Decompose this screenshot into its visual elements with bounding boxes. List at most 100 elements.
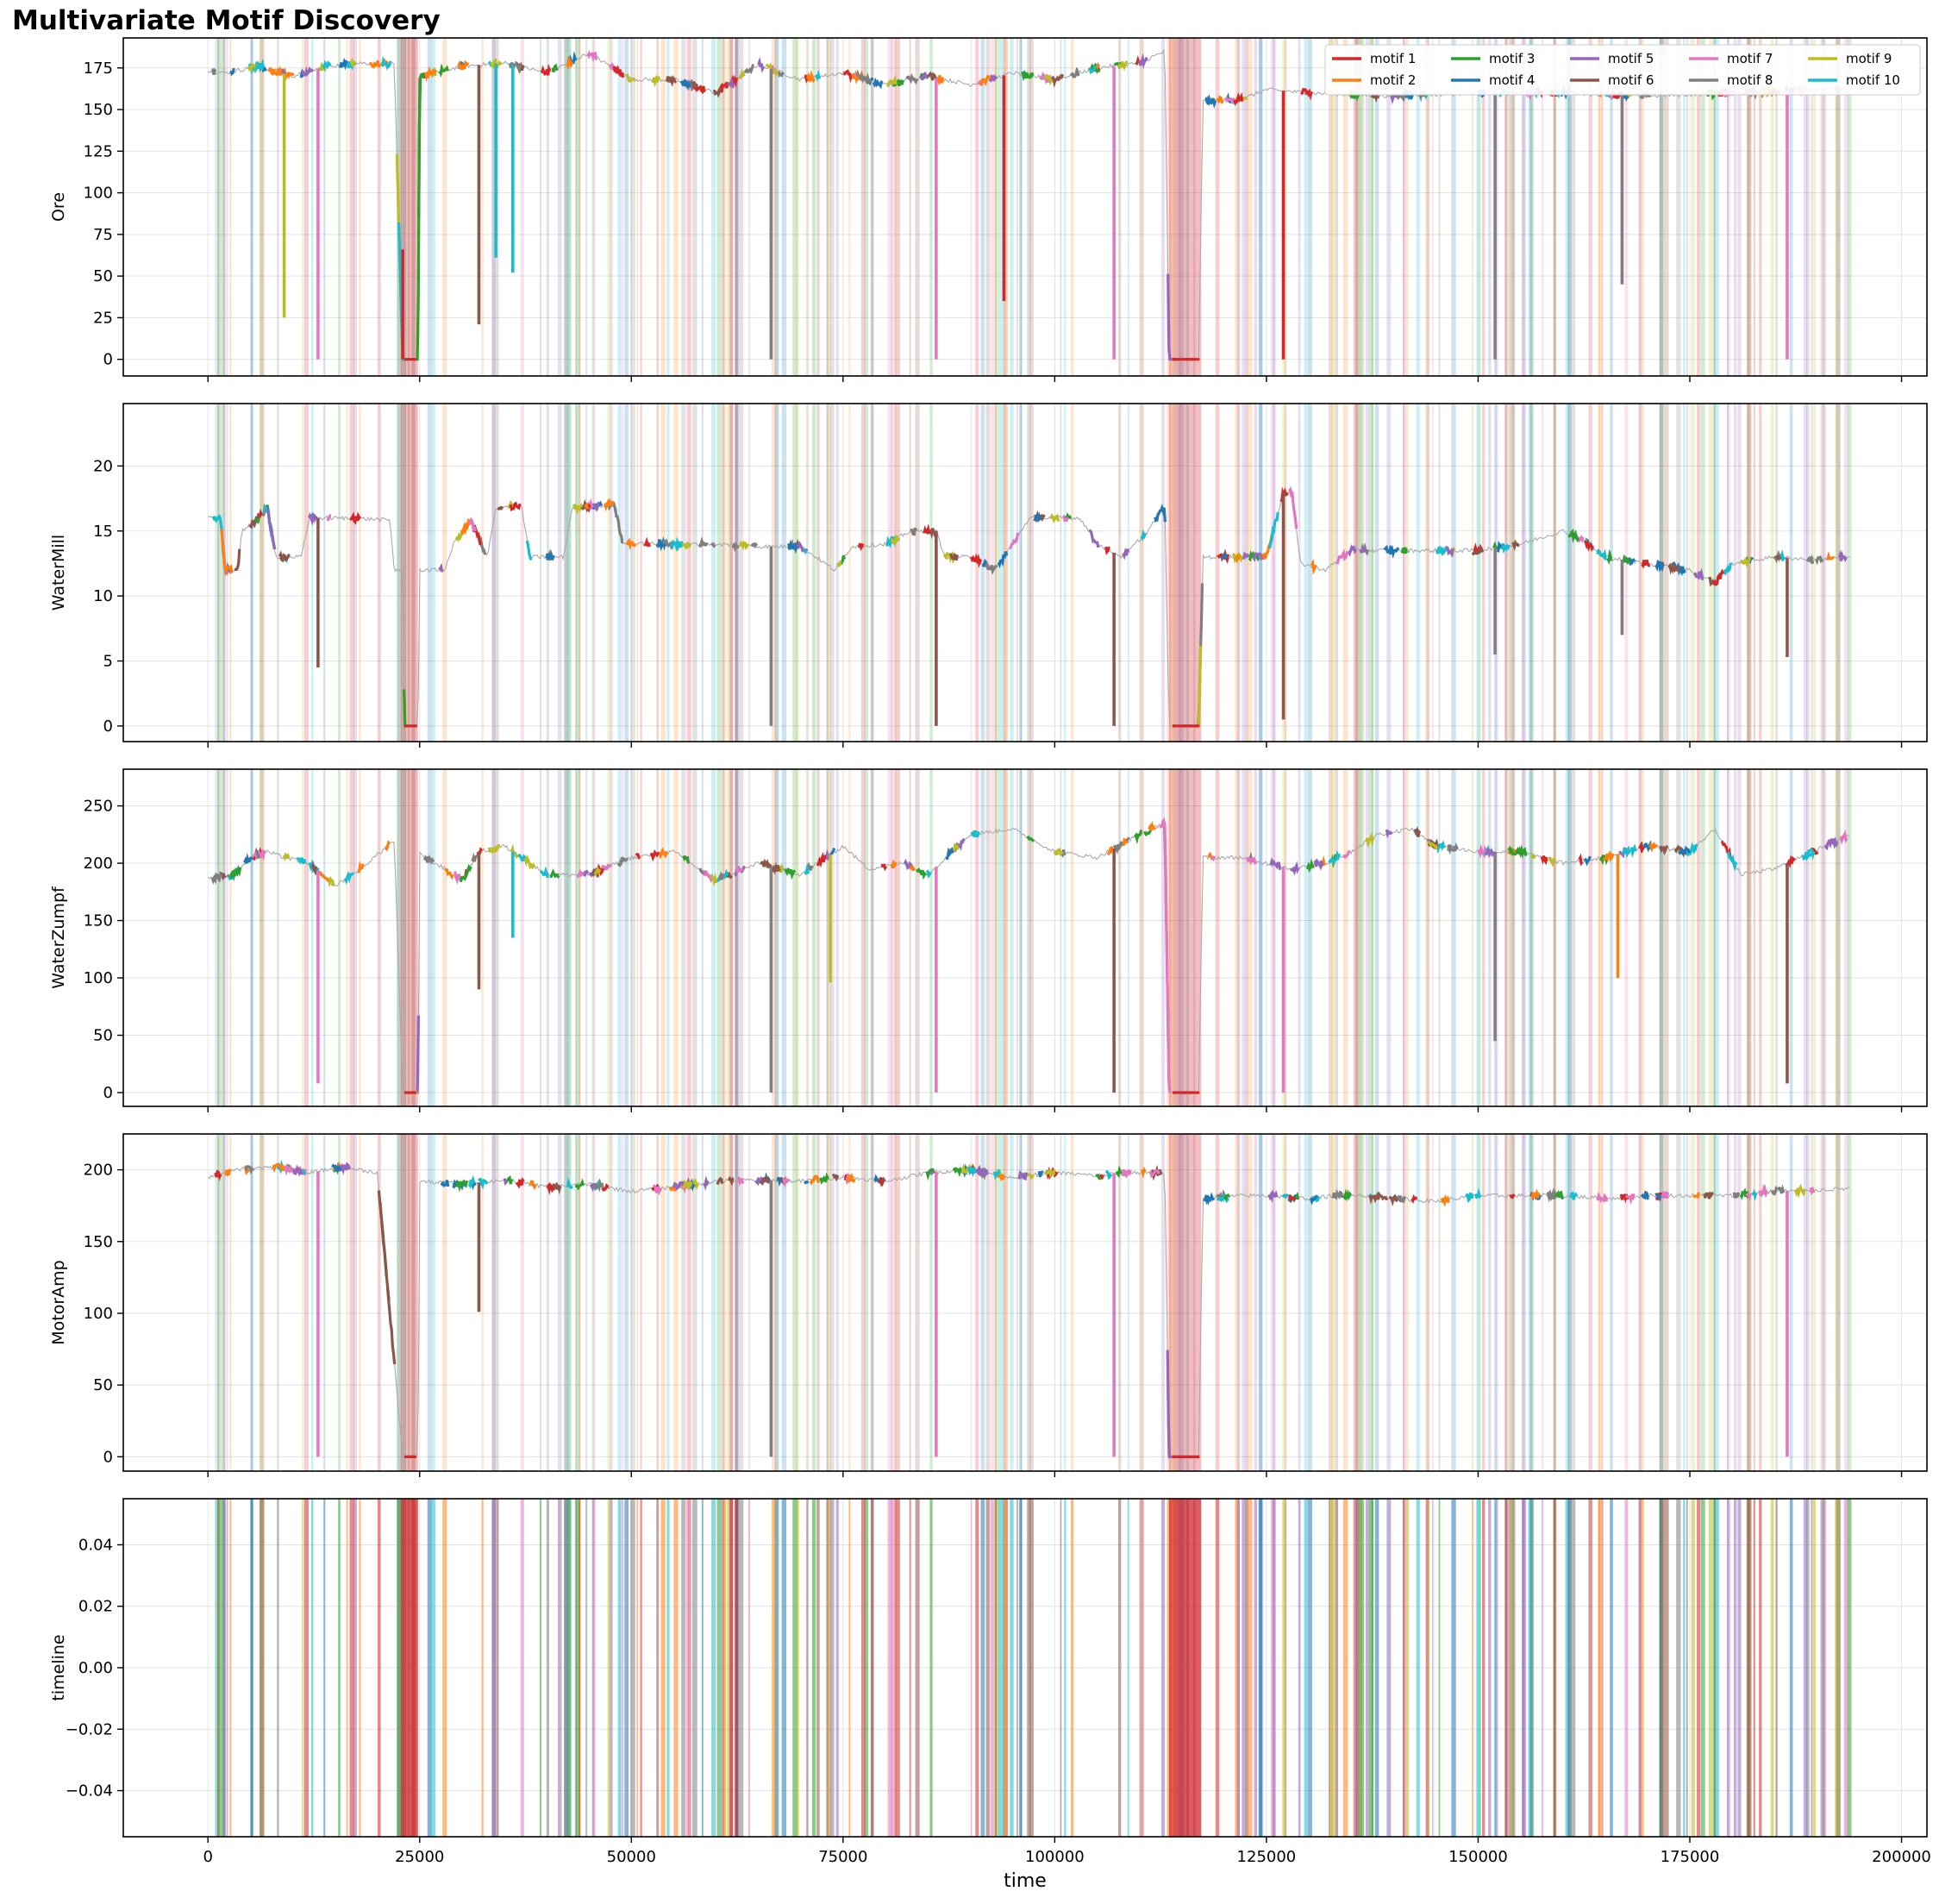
motif-span <box>1355 38 1360 376</box>
motif-span <box>575 1134 579 1471</box>
highlight-region <box>401 1499 418 1837</box>
y-tick-label: 0 <box>103 1084 113 1102</box>
motif-span <box>1624 38 1629 376</box>
motif-span <box>832 1499 835 1837</box>
motif-span <box>1504 38 1509 376</box>
motif-span <box>1160 769 1166 1106</box>
motif-segment <box>584 502 589 510</box>
motif-span <box>985 38 990 376</box>
motif-span <box>1488 404 1492 742</box>
motif-span <box>781 1499 787 1837</box>
motif-span <box>338 1134 341 1471</box>
y-tick-label: 0 <box>103 351 113 369</box>
motif-span <box>630 38 635 376</box>
motif-segment <box>670 536 681 553</box>
motif-span <box>1598 1134 1603 1471</box>
motif-span <box>1173 769 1177 1106</box>
motif-span <box>539 38 541 376</box>
motif-segment <box>1104 1169 1113 1181</box>
motif-span <box>215 1499 217 1837</box>
motif-span <box>1027 38 1031 376</box>
motif-span <box>1488 38 1492 376</box>
motif-span <box>1432 769 1434 1106</box>
motif-span <box>729 1134 734 1471</box>
motif-span <box>1843 1134 1848 1471</box>
motif-span <box>1664 1134 1669 1471</box>
motif-span <box>1167 769 1172 1106</box>
motif-segment <box>1712 568 1725 586</box>
motif-segment <box>1758 1183 1767 1197</box>
motif-span <box>1746 38 1750 376</box>
motif-span <box>1726 404 1729 742</box>
motif-segment <box>1148 820 1157 831</box>
motif-span <box>219 769 224 1106</box>
motif-segment <box>970 830 980 838</box>
motif-span <box>346 1134 348 1471</box>
motif-span <box>1664 404 1669 742</box>
motif-segment <box>1751 1188 1758 1201</box>
motif-span <box>994 1134 997 1471</box>
motif-span <box>1139 769 1144 1106</box>
motif-span <box>1003 404 1007 742</box>
motif-segment <box>992 1168 1001 1181</box>
motif-span <box>1811 404 1812 742</box>
motif-segment <box>467 1174 476 1189</box>
motif-segment <box>651 74 661 88</box>
motif-segment <box>539 866 549 879</box>
motif-span <box>1638 1134 1642 1471</box>
motif-span <box>323 769 326 1106</box>
motif-span <box>816 404 820 742</box>
motif-span <box>909 38 911 376</box>
motif-span <box>1368 769 1373 1106</box>
motif-span <box>1812 1499 1817 1837</box>
motif-span <box>1836 1134 1842 1471</box>
motif-segment <box>586 51 598 63</box>
motif-span <box>1624 769 1629 1106</box>
motif-segment <box>1203 1192 1216 1206</box>
motif-span <box>1359 404 1362 742</box>
motif-segment <box>1267 1189 1279 1204</box>
motif-span <box>564 1134 567 1471</box>
motif-span <box>1598 38 1603 376</box>
motif-span <box>1542 1134 1544 1471</box>
y-tick-label: 100 <box>84 1305 113 1323</box>
motif-span <box>1070 404 1074 742</box>
motif-segment <box>278 550 291 563</box>
motif-span <box>1010 1499 1014 1837</box>
motif-span <box>1236 769 1240 1106</box>
motif-span <box>811 769 816 1106</box>
motif-span <box>729 769 734 1106</box>
motif-span <box>1727 1499 1730 1837</box>
motif-span <box>681 769 686 1106</box>
motif-span <box>894 38 897 376</box>
motif-span <box>546 404 550 742</box>
motif-span <box>250 38 253 376</box>
motif-span <box>891 1134 896 1471</box>
motif-segment <box>727 1175 735 1187</box>
motif-span <box>895 1499 900 1837</box>
motif-span <box>1245 1499 1248 1837</box>
motif-span <box>1727 38 1730 376</box>
motif-span <box>412 769 416 1106</box>
motif-span <box>617 1499 622 1837</box>
motif-span <box>1494 1499 1498 1837</box>
motif-span <box>1016 404 1018 742</box>
motif-span <box>775 404 779 742</box>
motif-span <box>1553 404 1556 742</box>
motif-segment <box>1235 554 1241 564</box>
motif-span <box>222 769 226 1106</box>
motif-span <box>1820 769 1825 1106</box>
motif-span <box>1425 1499 1429 1837</box>
motif-span <box>1167 404 1172 742</box>
motif-span <box>610 769 613 1106</box>
motif-segment <box>815 69 821 82</box>
motif-span <box>739 404 744 742</box>
motif-segment <box>735 867 744 874</box>
motif-span <box>1835 1499 1840 1837</box>
motif-span <box>338 769 341 1106</box>
motif-span <box>1476 1499 1480 1837</box>
motif-span <box>1271 38 1275 376</box>
motif-span <box>593 1134 596 1471</box>
motif-span <box>721 1134 724 1471</box>
motif-span <box>1425 38 1429 376</box>
